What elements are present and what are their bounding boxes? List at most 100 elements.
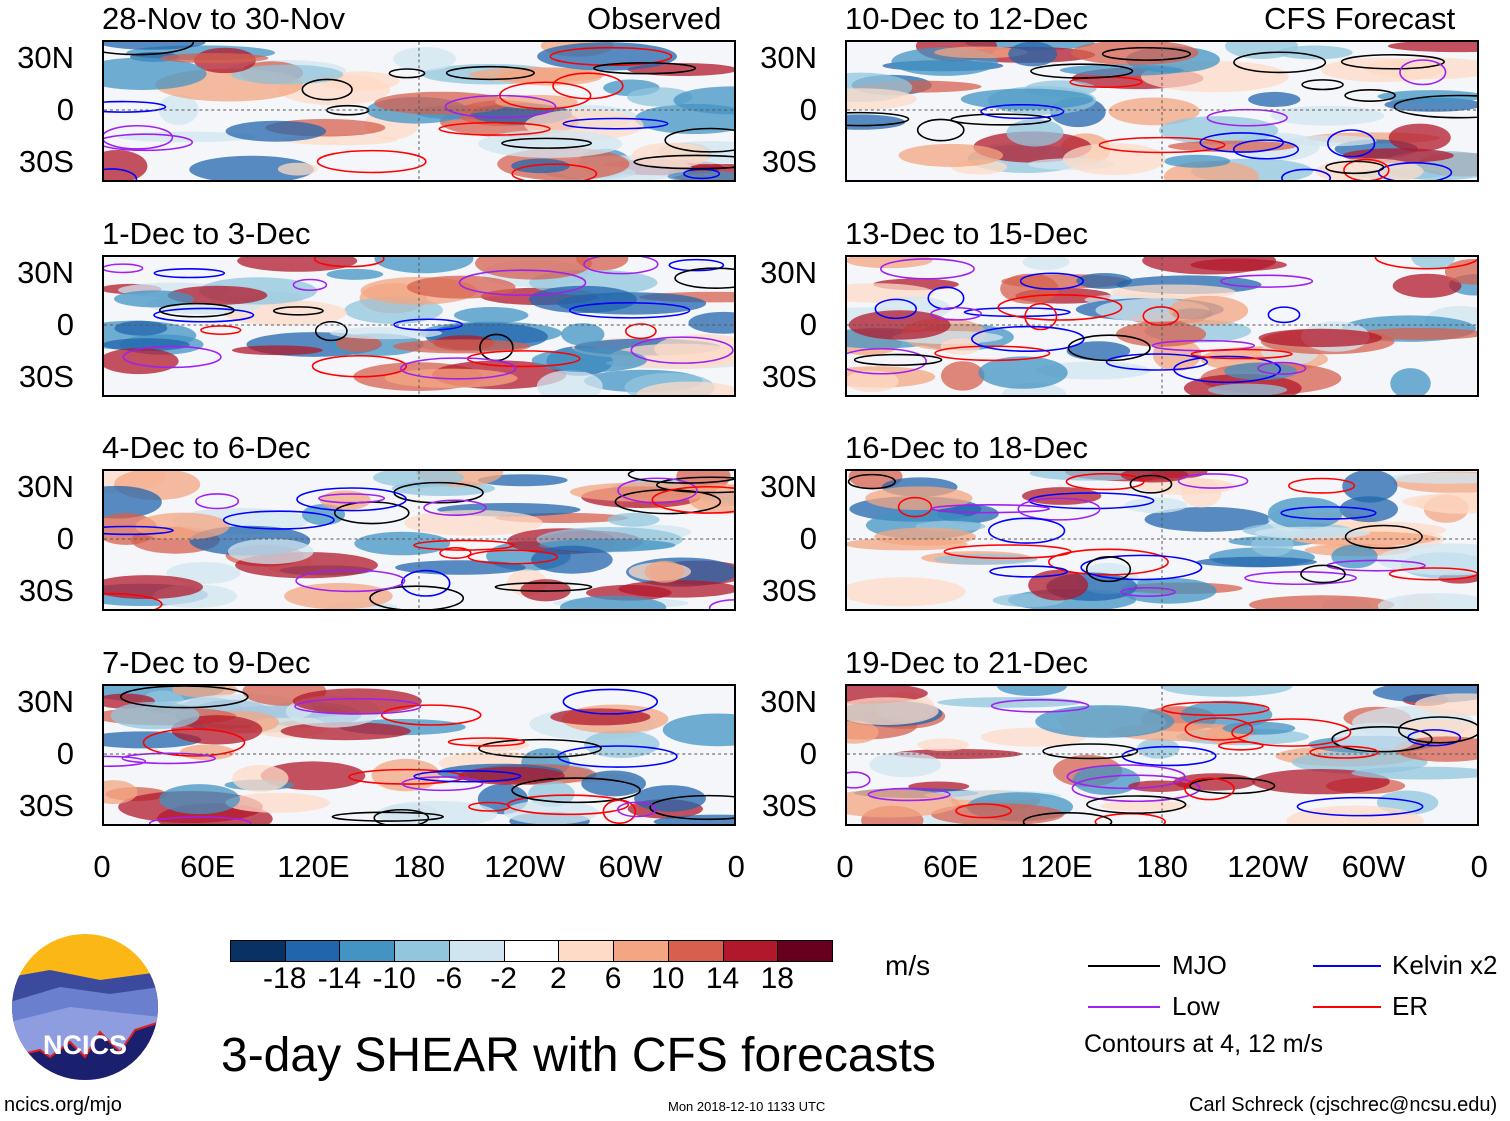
- shear-anomaly-blob: [1208, 383, 1288, 395]
- shear-anomaly-blob: [326, 268, 384, 280]
- contour-line: [950, 113, 1052, 126]
- colorbar-tick-label: 18: [760, 962, 794, 995]
- contour-line: [1309, 745, 1379, 759]
- colorbar-tick-label: -18: [263, 962, 307, 995]
- map-panel-observed: [102, 40, 736, 182]
- contour-line: [1233, 51, 1327, 74]
- shear-anomaly-blob: [159, 784, 240, 815]
- shear-anomaly-blob: [847, 114, 906, 130]
- contour-line: [153, 307, 255, 323]
- shear-anomaly-blob: [1377, 593, 1477, 609]
- contour-line: [1071, 774, 1201, 803]
- footer-url[interactable]: ncics.org/mjo: [4, 1094, 122, 1116]
- shear-anomaly-blob: [404, 510, 543, 536]
- shear-anomaly-blob: [848, 310, 951, 340]
- latitude-label: 30N: [760, 40, 817, 75]
- latitude-label: 30N: [17, 40, 74, 75]
- shear-anomaly-blob: [392, 339, 531, 354]
- contour-line: [401, 776, 484, 792]
- shear-anomaly-blob: [1006, 118, 1064, 147]
- contour-line: [655, 476, 734, 494]
- contour-line: [990, 699, 1090, 713]
- shear-anomaly-blob: [1168, 295, 1249, 326]
- legend-low-line: [1088, 1006, 1160, 1008]
- longitude-label: 60E: [180, 849, 236, 884]
- contour-line: [1086, 795, 1187, 814]
- contour-line: [930, 306, 982, 321]
- contour-line: [413, 770, 522, 783]
- shear-anomaly-blob: [1351, 766, 1477, 780]
- panel-title: 16-Dec to 18-Dec: [845, 430, 1088, 465]
- contour-line: [1120, 587, 1176, 597]
- shear-anomaly-blob: [583, 730, 660, 759]
- shear-anomaly-blob: [1062, 143, 1166, 175]
- contour-line: [1388, 567, 1477, 581]
- panel-title: 7-Dec to 9-Dec: [102, 645, 311, 680]
- contour-line: [630, 336, 734, 364]
- shear-anomaly-blob: [475, 257, 592, 280]
- shear-anomaly-blob: [225, 120, 327, 142]
- contour-line: [708, 599, 734, 609]
- contour-line: [651, 485, 734, 514]
- contour-line: [438, 121, 551, 136]
- contour-line: [399, 357, 517, 380]
- shear-anomaly-blob: [1286, 805, 1424, 824]
- shear-anomaly-blob: [225, 792, 330, 813]
- contour-line: [104, 755, 147, 768]
- shear-anomaly-blob: [520, 579, 571, 602]
- shear-anomaly-blob: [1254, 526, 1371, 539]
- shear-anomaly-blob: [354, 531, 451, 556]
- contour-line: [478, 738, 602, 759]
- svg-text:NCICS: NCICS: [43, 1030, 127, 1060]
- shear-anomaly-blob: [934, 46, 1028, 59]
- shear-anomaly-blob: [284, 583, 393, 609]
- shear-anomaly-blob: [374, 257, 474, 274]
- contour-line: [1161, 701, 1270, 717]
- contour-line: [158, 302, 235, 318]
- shear-anomaly-blob: [997, 686, 1067, 697]
- contour-line: [1340, 54, 1445, 70]
- shear-anomaly-blob: [1390, 368, 1431, 395]
- shear-anomaly-blob: [1225, 42, 1299, 59]
- contour-line: [847, 473, 897, 490]
- contour-line: [916, 118, 965, 142]
- shear-anomaly-blob: [847, 789, 960, 818]
- contour-line: [1231, 718, 1352, 747]
- shear-anomaly-blob: [237, 257, 358, 272]
- shear-anomaly-blob: [1284, 135, 1377, 147]
- contour-line: [1080, 554, 1203, 581]
- colorbar-tick-label: -10: [372, 962, 416, 995]
- shear-anomaly-blob: [1022, 257, 1070, 271]
- latitude-label: 30S: [18, 573, 74, 608]
- contour-line: [369, 585, 465, 609]
- colorbar-tick-label: -2: [490, 962, 517, 995]
- shear-anomaly-blob: [104, 485, 162, 519]
- shear-anomaly-blob: [1160, 686, 1293, 697]
- shear-anomaly-blob: [847, 720, 879, 744]
- shear-anomaly-blob: [1415, 693, 1477, 716]
- contour-line: [316, 149, 427, 174]
- shear-anomaly-blob: [1258, 328, 1382, 348]
- contour-line: [104, 263, 144, 274]
- shear-anomaly-blob: [1124, 497, 1188, 514]
- shear-anomaly-blob: [393, 46, 456, 71]
- latitude-label: 0: [799, 521, 817, 556]
- contour-line: [1105, 353, 1209, 371]
- contour-line: [511, 163, 598, 180]
- contour-line: [314, 320, 348, 342]
- contour-line: [874, 298, 918, 320]
- longitude-label: 120E: [277, 849, 350, 884]
- longitude-label: 60E: [923, 849, 979, 884]
- ncics-logo: NCICS: [10, 932, 160, 1082]
- contour-line: [1331, 726, 1433, 753]
- contour-line: [401, 569, 451, 597]
- contour-line: [1217, 741, 1264, 751]
- shear-anomaly-blob: [1035, 705, 1175, 738]
- contour-line: [955, 803, 1012, 819]
- contour-line: [1129, 474, 1173, 494]
- shear-anomaly-blob: [1164, 154, 1231, 168]
- shear-anomaly-blob: [336, 335, 382, 352]
- longitude-label: 180: [1136, 849, 1188, 884]
- contour-line: [602, 799, 637, 824]
- contour-line: [1199, 132, 1285, 153]
